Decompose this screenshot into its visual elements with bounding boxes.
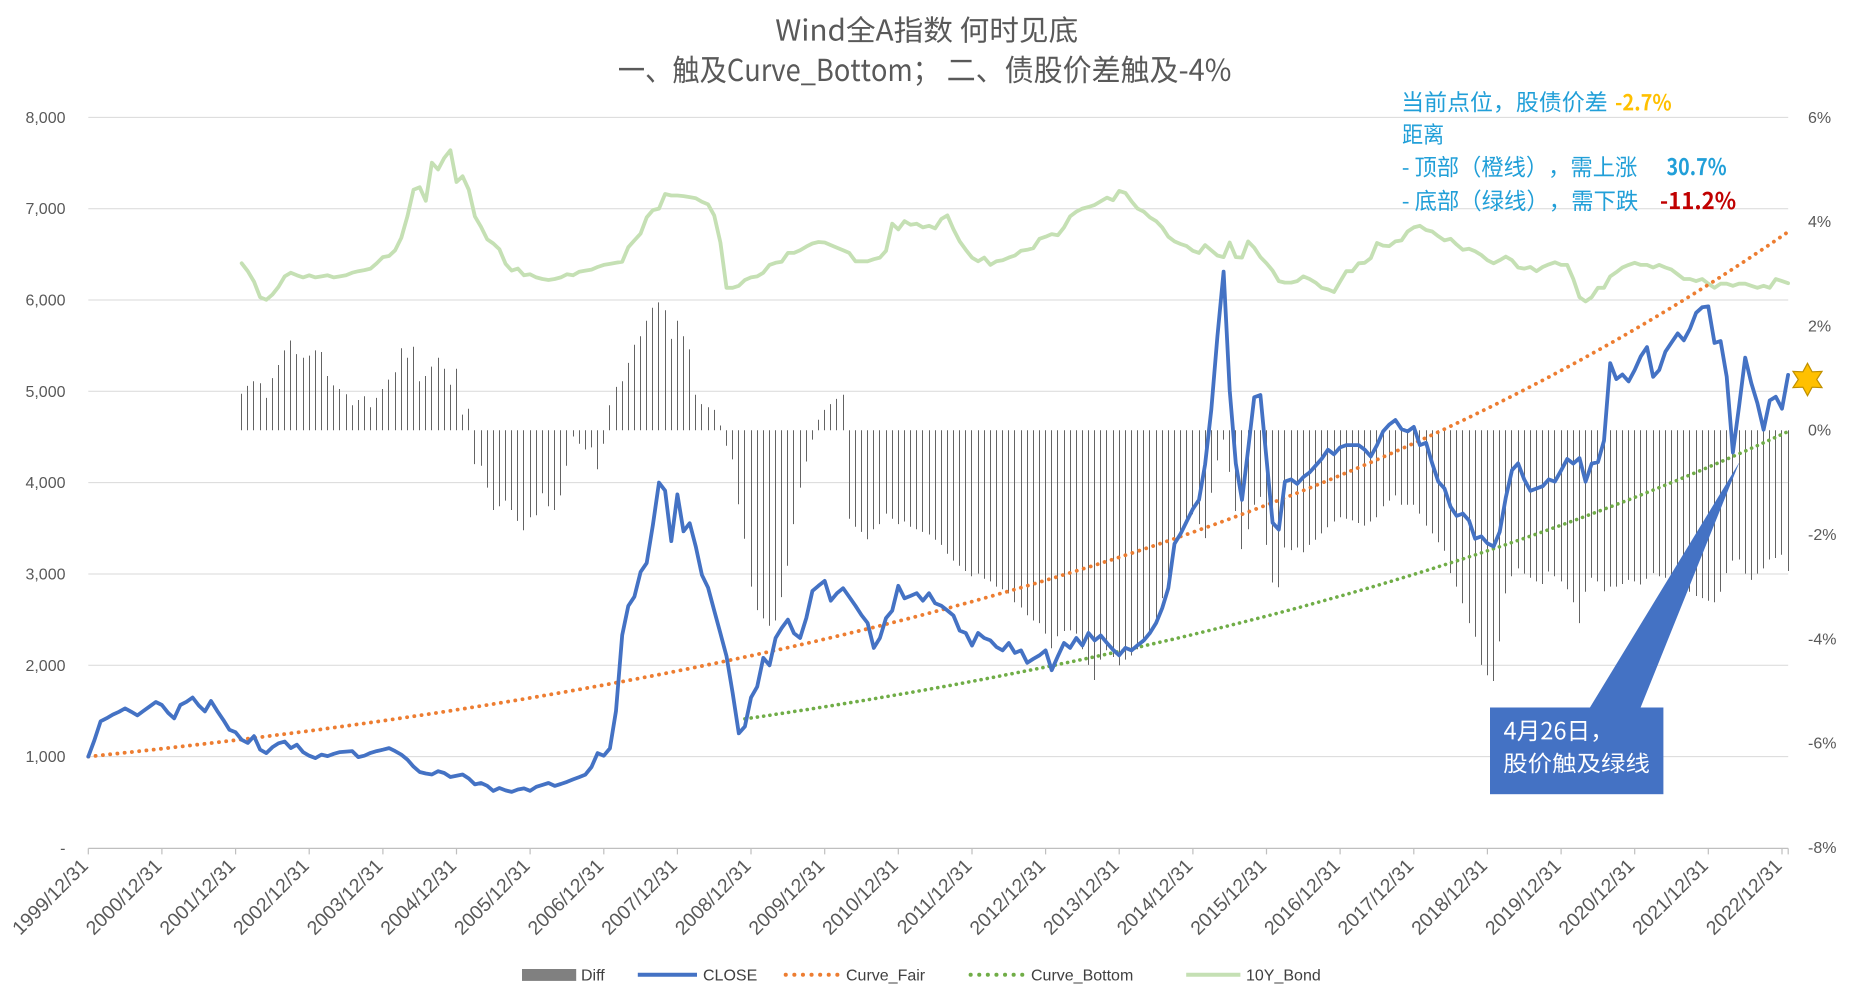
svg-text:4,000: 4,000: [25, 475, 65, 492]
svg-text:5,000: 5,000: [25, 384, 65, 401]
svg-text:-2%: -2%: [1808, 527, 1836, 544]
svg-text:-6%: -6%: [1808, 736, 1836, 753]
svg-text:8,000: 8,000: [25, 110, 65, 127]
svg-text:10Y_Bond: 10Y_Bond: [1246, 968, 1321, 985]
svg-text:0%: 0%: [1808, 423, 1831, 440]
svg-text:6%: 6%: [1808, 110, 1831, 127]
svg-text:-: -: [60, 840, 65, 857]
svg-text:Diff: Diff: [581, 968, 605, 985]
svg-text:2,000: 2,000: [25, 658, 65, 675]
svg-text:-4%: -4%: [1808, 631, 1836, 648]
svg-text:2%: 2%: [1808, 318, 1831, 335]
svg-text:Curve_Bottom: Curve_Bottom: [1031, 968, 1133, 985]
svg-text:CLOSE: CLOSE: [703, 968, 757, 985]
svg-text:4%: 4%: [1808, 214, 1831, 231]
svg-text:1,000: 1,000: [25, 749, 65, 766]
svg-text:6,000: 6,000: [25, 293, 65, 310]
svg-text:-8%: -8%: [1808, 840, 1836, 857]
svg-text:7,000: 7,000: [25, 201, 65, 218]
svg-text:3,000: 3,000: [25, 567, 65, 584]
svg-text:Curve_Fair: Curve_Fair: [846, 968, 926, 985]
